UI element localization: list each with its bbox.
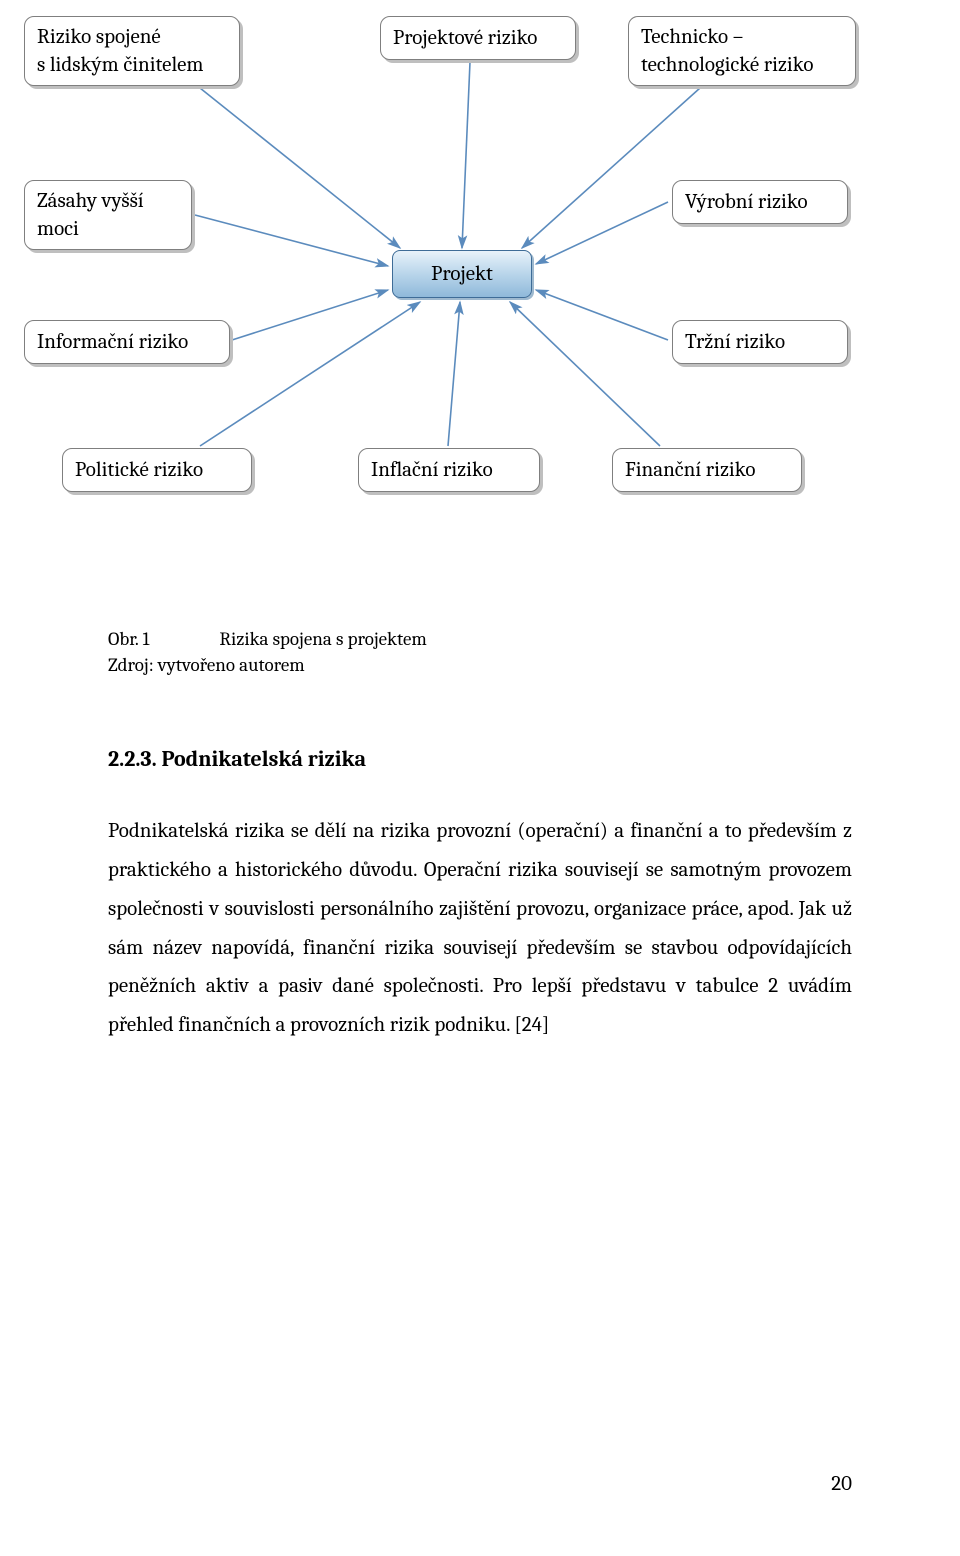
caption-prefix: Obr. 1 [108, 628, 149, 650]
section-heading: 2.2.3. Podnikatelská rizika [108, 746, 852, 772]
node-technicko-technologicke: Technicko – technologické riziko [628, 16, 856, 86]
page-number: 20 [831, 1472, 852, 1496]
section-title: Podnikatelská rizika [162, 746, 367, 772]
node-label: Finanční riziko [625, 456, 756, 484]
node-vyrobni-riziko: Výrobní riziko [672, 180, 848, 224]
node-label: Výrobní riziko [685, 188, 808, 216]
node-politicke-riziko: Politické riziko [62, 448, 252, 492]
figure-source: Zdroj: vytvořeno autorem [108, 654, 852, 676]
risk-diagram: Riziko spojené s lidským činitelem Proje… [0, 0, 960, 600]
node-label: Technicko – technologické riziko [641, 23, 813, 80]
node-informacni-riziko: Informační riziko [24, 320, 230, 364]
section-number: 2.2.3. [108, 746, 157, 772]
node-financni-riziko: Finanční riziko [612, 448, 802, 492]
node-inflacni-riziko: Inflační riziko [358, 448, 540, 492]
caption-title: Rizika spojena s projektem [219, 628, 427, 650]
node-label: Projektové riziko [393, 24, 537, 52]
node-label: Politické riziko [75, 456, 203, 484]
node-projektove-riziko: Projektové riziko [380, 16, 576, 60]
node-zasahy-vyssi-moci: Zásahy vyšší moci [24, 180, 192, 250]
node-label: Riziko spojené s lidským činitelem [37, 23, 203, 80]
node-riziko-lidsky-cinitel: Riziko spojené s lidským činitelem [24, 16, 240, 86]
node-label: Zásahy vyšší moci [37, 187, 144, 244]
node-center-projekt: Projekt [392, 250, 532, 298]
node-trzni-riziko: Tržní riziko [672, 320, 848, 364]
node-label: Projekt [431, 262, 493, 286]
diagram-arrows [0, 0, 960, 600]
node-label: Inflační riziko [371, 456, 493, 484]
node-label: Informační riziko [37, 328, 188, 356]
node-label: Tržní riziko [685, 328, 785, 356]
figure-caption: Obr. 1 Rizika spojena s projektem [108, 628, 852, 650]
body-paragraph: Podnikatelská rizika se dělí na rizika p… [108, 812, 852, 1045]
